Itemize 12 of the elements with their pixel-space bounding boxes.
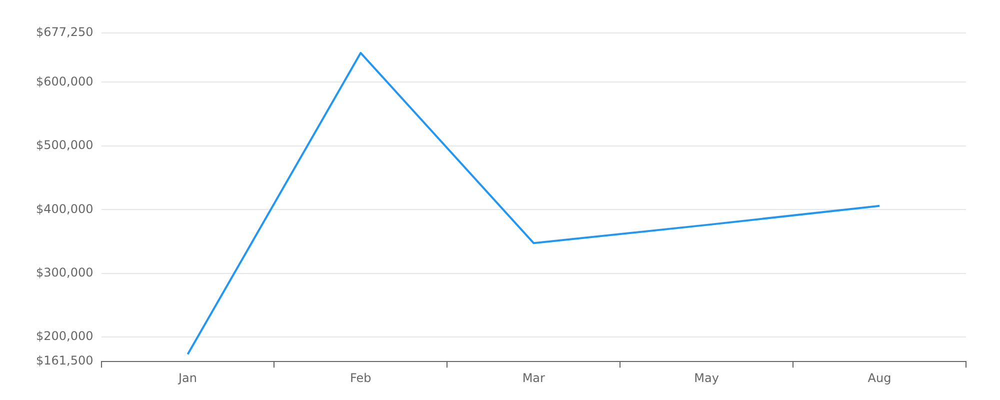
y-tick-label: $500,000 xyxy=(36,138,94,152)
y-tick-label: $161,500 xyxy=(36,354,94,368)
y-tick-label: $300,000 xyxy=(36,265,94,280)
x-tick-label: Jan xyxy=(177,370,197,385)
x-tick-label: Aug xyxy=(868,370,892,385)
y-tick-label: $677,250 xyxy=(36,25,94,40)
y-tick-label: $400,000 xyxy=(36,202,94,216)
y-tick-label: $200,000 xyxy=(36,329,94,344)
x-tick-label: May xyxy=(694,370,719,385)
x-tick-label: Mar xyxy=(522,370,546,385)
x-tick-label: Feb xyxy=(350,370,372,385)
y-tick-label: $600,000 xyxy=(36,74,94,88)
